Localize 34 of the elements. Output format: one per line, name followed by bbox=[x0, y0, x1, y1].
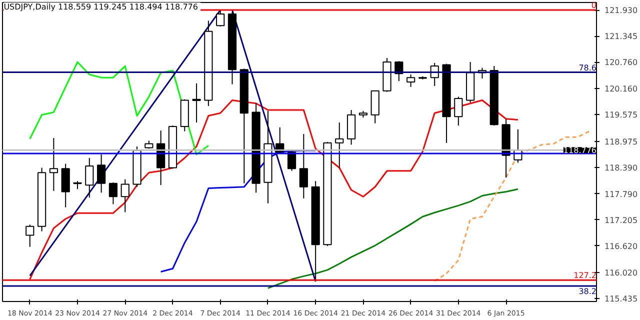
y-tick-label: 119.575 bbox=[604, 110, 638, 120]
candlestick bbox=[287, 149, 296, 172]
candlestick bbox=[346, 110, 356, 146]
y-tick-label: 117.205 bbox=[604, 216, 638, 225]
candlestick bbox=[49, 138, 58, 192]
candlestick bbox=[120, 178, 130, 213]
ref-line-label: 118.776 bbox=[563, 146, 597, 156]
candlestick bbox=[454, 96, 463, 126]
candlestick bbox=[61, 163, 70, 208]
y-tick-label: 116.620 bbox=[604, 242, 638, 251]
y-tick-label: 121.345 bbox=[604, 32, 638, 42]
y-tick-label: 121.930 bbox=[604, 6, 638, 16]
candlestick bbox=[335, 122, 344, 168]
y-tick-label: 117.790 bbox=[604, 190, 638, 199]
line-series bbox=[29, 61, 210, 156]
chart-title: USDJPY,Daily 118.559 119.245 118.494 118.776 bbox=[4, 2, 198, 12]
y-tick-label: 120.760 bbox=[604, 58, 638, 68]
candlestick bbox=[85, 158, 94, 198]
y-tick-label: 120.160 bbox=[604, 84, 638, 94]
annotation: 78.6 bbox=[578, 63, 596, 72]
y-tick-label: 115.435 bbox=[604, 294, 638, 304]
candlestick bbox=[96, 154, 106, 194]
annotation: 38.2 bbox=[578, 286, 596, 296]
y-tick-label: 116.020 bbox=[604, 268, 638, 278]
candlestick bbox=[108, 182, 118, 205]
annotation: 127.2 bbox=[574, 271, 597, 280]
y-tick-label: 118.975 bbox=[604, 137, 638, 146]
candlestick bbox=[26, 224, 34, 248]
line-series bbox=[267, 188, 519, 289]
y-tick-label: 118.390 bbox=[604, 163, 638, 172]
candlestick bbox=[406, 74, 416, 88]
candlestick bbox=[216, 10, 225, 27]
candlestick bbox=[370, 90, 380, 124]
candlestick bbox=[299, 134, 308, 199]
